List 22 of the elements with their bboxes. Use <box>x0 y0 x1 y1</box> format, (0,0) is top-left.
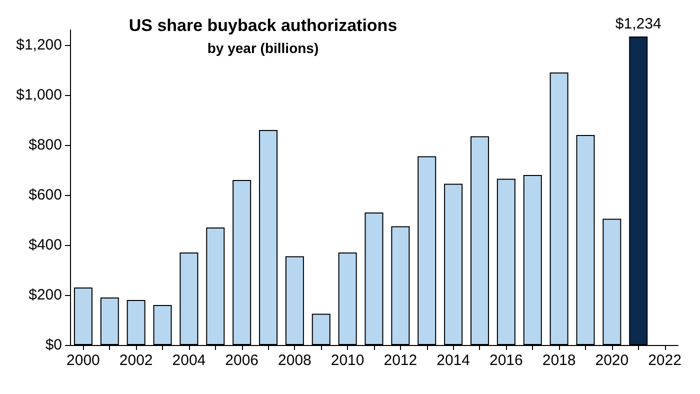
chart-title: US share buyback authorizations <box>128 16 398 35</box>
x-tick-label: 2012 <box>384 352 418 369</box>
x-tick-label: 2016 <box>489 352 523 369</box>
x-tick-label: 2018 <box>542 352 576 369</box>
text: by year (billions) <box>207 40 319 56</box>
y-tick-label: $600 <box>28 186 62 204</box>
x-tick-label: 2014 <box>436 352 470 369</box>
x-tick-label: 2008 <box>278 352 312 369</box>
y-tick-label: $1,200 <box>16 36 62 54</box>
y-tick-label: $200 <box>28 286 62 304</box>
x-tick-label: 2006 <box>225 352 259 369</box>
data-label: $1,234 <box>615 16 662 32</box>
y-tick-label: $0 <box>45 336 62 354</box>
x-tick-label: 2004 <box>172 352 206 369</box>
y-tick-label: $400 <box>28 236 62 254</box>
x-tick-label: 2002 <box>119 352 153 369</box>
x-tick-label: 2000 <box>66 352 100 369</box>
y-tick-label: $1,000 <box>16 86 62 104</box>
x-tick-label: 2022 <box>648 352 682 369</box>
x-tick-label: 2020 <box>595 352 629 369</box>
x-tick-label: 2010 <box>330 352 364 369</box>
y-tick-label: $800 <box>28 136 62 154</box>
